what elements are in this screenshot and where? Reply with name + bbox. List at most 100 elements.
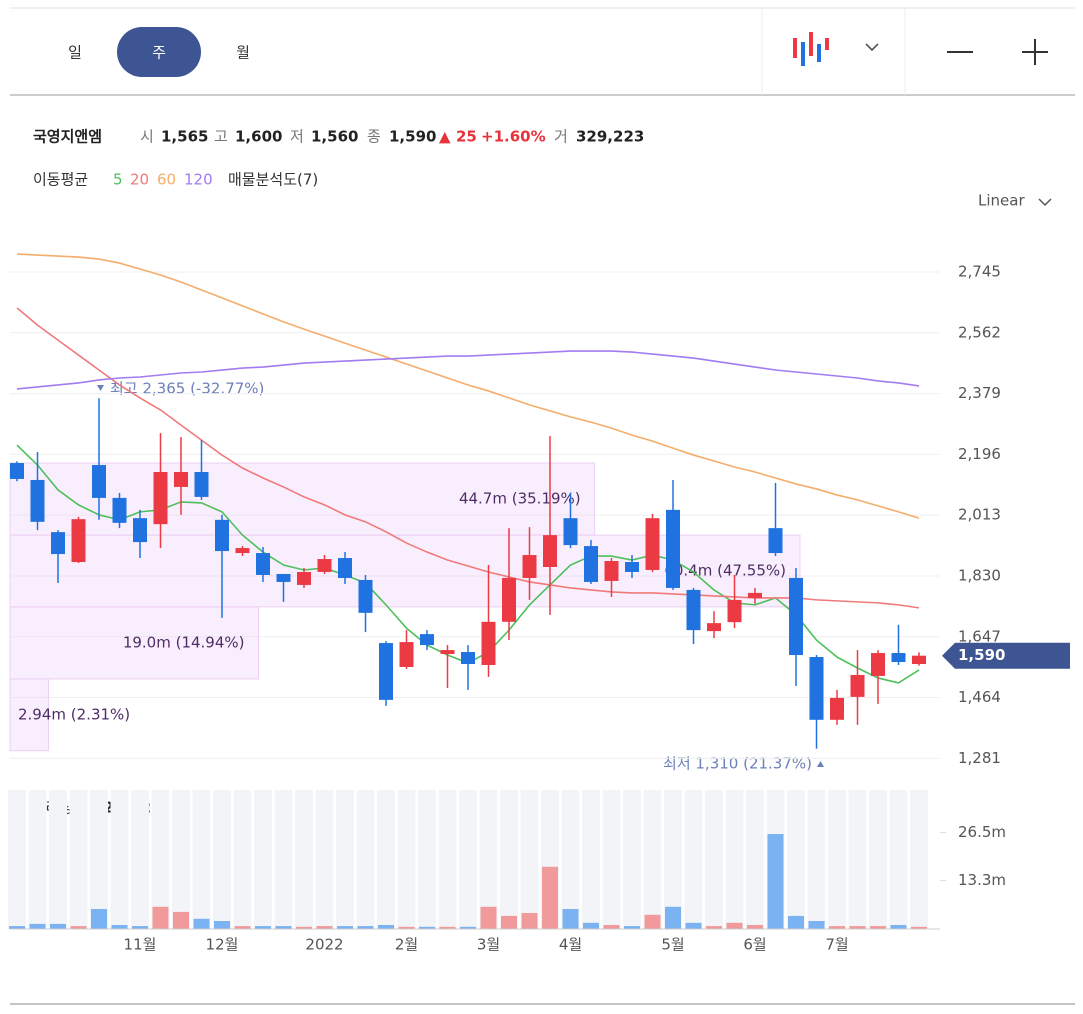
ma-legend: 20 [130, 171, 149, 189]
volume-bar [542, 866, 558, 929]
scale-chevron[interactable] [1038, 198, 1052, 207]
plot-background [9, 271, 940, 759]
candle-body [174, 471, 188, 487]
volume-column [131, 790, 149, 929]
candle-body [276, 573, 291, 582]
last-price-label: 1,590 [958, 646, 1005, 664]
volume-column [438, 790, 457, 929]
volume-bar [767, 834, 784, 929]
volume-column [315, 790, 334, 929]
volume-column [725, 790, 744, 929]
volume-bar [9, 926, 25, 929]
candle-body [297, 571, 311, 585]
candle-body [502, 577, 516, 622]
volume-bar [890, 924, 907, 929]
volume-column [377, 790, 395, 929]
quote-label: 종 [367, 128, 381, 146]
volume-bar [111, 924, 128, 929]
candle-body [686, 589, 701, 631]
volume-bar [193, 918, 210, 929]
volume-column [479, 790, 498, 929]
volume-bar [132, 926, 148, 929]
dropdown-chevron[interactable] [865, 43, 879, 52]
candle-body [543, 535, 557, 568]
candle-body [809, 657, 824, 720]
volume-column [807, 790, 826, 929]
volume-profile-band [9, 462, 596, 536]
y-tick-label: 1,281 [958, 749, 1001, 767]
candle-body [789, 577, 803, 656]
candle-body [153, 471, 168, 525]
candle-body [112, 497, 127, 523]
candle-body [256, 553, 270, 575]
quote-value: 1,560 [311, 128, 358, 146]
volume-bar [234, 926, 251, 929]
volume-column [172, 790, 190, 929]
volume-column [418, 790, 436, 929]
candle-body [604, 561, 619, 581]
x-tick-label: 3월 [477, 936, 500, 954]
x-tick-label: 7월 [825, 936, 848, 954]
volume-bar [480, 906, 497, 929]
candle-body [645, 518, 660, 570]
candle-body [625, 562, 639, 572]
volume-bar [316, 926, 333, 929]
volume-column [397, 790, 416, 929]
volume-column [746, 790, 764, 929]
volume-bar [685, 922, 702, 929]
scale-toggle[interactable]: Linear [978, 192, 1025, 210]
ma-legend: 60 [157, 171, 176, 189]
volume-column [233, 790, 252, 929]
volume-bar [378, 924, 394, 929]
volume-profile-label: 44.7m (35.19%) [459, 490, 581, 508]
volume-bar [152, 906, 169, 929]
volume-bar [501, 915, 517, 929]
stock-name: 국영지앤엠 [33, 128, 102, 146]
x-tick-label: 2022 [305, 936, 343, 954]
active-tab-bg[interactable] [117, 27, 201, 77]
x-tick-label: 5월 [661, 936, 684, 954]
volume-bar [829, 926, 845, 929]
quote-value: 1,565 [161, 128, 208, 146]
volume-column [561, 790, 580, 929]
volume-bar [357, 926, 374, 929]
candle-body [563, 518, 578, 546]
volume-column [274, 790, 293, 929]
candle-body [912, 655, 926, 664]
volume-bar [439, 926, 456, 929]
candle-body [707, 623, 721, 632]
volume-column [500, 790, 518, 929]
volume-bar [665, 906, 681, 929]
candle-body [461, 652, 475, 664]
volume-column [110, 790, 129, 929]
candle-body [481, 621, 496, 665]
volume-column [869, 790, 887, 929]
volume-bar [583, 922, 599, 929]
volume-bar [173, 911, 189, 929]
x-tick-label: 12월 [206, 936, 239, 954]
tab[interactable]: 주 [152, 44, 166, 62]
candle-body [358, 579, 373, 613]
chart-type-icon[interactable] [793, 32, 829, 66]
volume-bar [644, 914, 661, 929]
volume-column [684, 790, 703, 929]
volume-bar [562, 908, 579, 929]
zoom-in[interactable] [1022, 39, 1048, 65]
volume-bar [624, 926, 640, 929]
y-tick-label: 2,562 [958, 323, 1001, 341]
candle-body [399, 642, 414, 667]
ma-legend: 5 [113, 171, 123, 189]
tab[interactable]: 일 [68, 44, 82, 62]
volume-bar [29, 923, 46, 929]
tab[interactable]: 월 [236, 44, 250, 62]
volume-bar [70, 926, 87, 929]
candle-body [215, 519, 229, 552]
volume-column [69, 790, 88, 929]
volume-bar [870, 926, 886, 929]
volume-column [295, 790, 313, 929]
volume-column [787, 790, 805, 929]
candle-body [71, 519, 86, 563]
volume-bar [849, 926, 866, 929]
candle-body [584, 546, 598, 582]
volume-bar [419, 926, 435, 929]
